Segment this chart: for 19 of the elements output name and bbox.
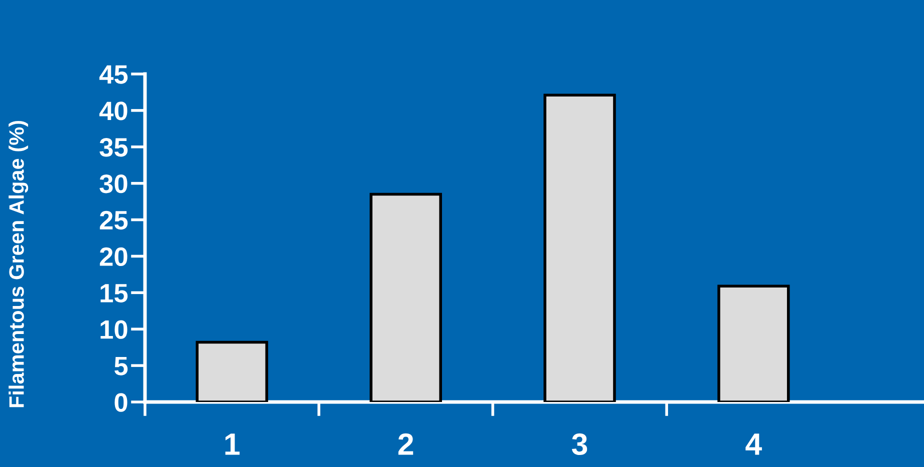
y-tick-label: 20: [100, 247, 128, 266]
x-tick-label: 3: [572, 433, 588, 456]
bar: [196, 340, 268, 402]
y-tick-label: 40: [99, 102, 128, 120]
x-tick-label: 1: [225, 434, 240, 455]
x-tick-label: 4: [746, 434, 762, 455]
y-axis-title: Filamentous Green Algae (%): [8, 120, 28, 408]
y-tick-label: 30: [100, 174, 128, 194]
y-tick-label: 25: [100, 210, 128, 230]
y-tick-label: 15: [100, 284, 128, 302]
y-tick-label: 45: [99, 65, 128, 84]
bar: [370, 192, 442, 402]
y-tick-label: 5: [114, 356, 128, 376]
bar: [544, 94, 616, 402]
y-tick-label: 10: [100, 320, 128, 339]
x-tick-label: 2: [398, 433, 414, 455]
y-tick-label: 35: [100, 138, 128, 157]
y-tick-label: 0: [114, 393, 128, 412]
bar: [717, 284, 790, 402]
